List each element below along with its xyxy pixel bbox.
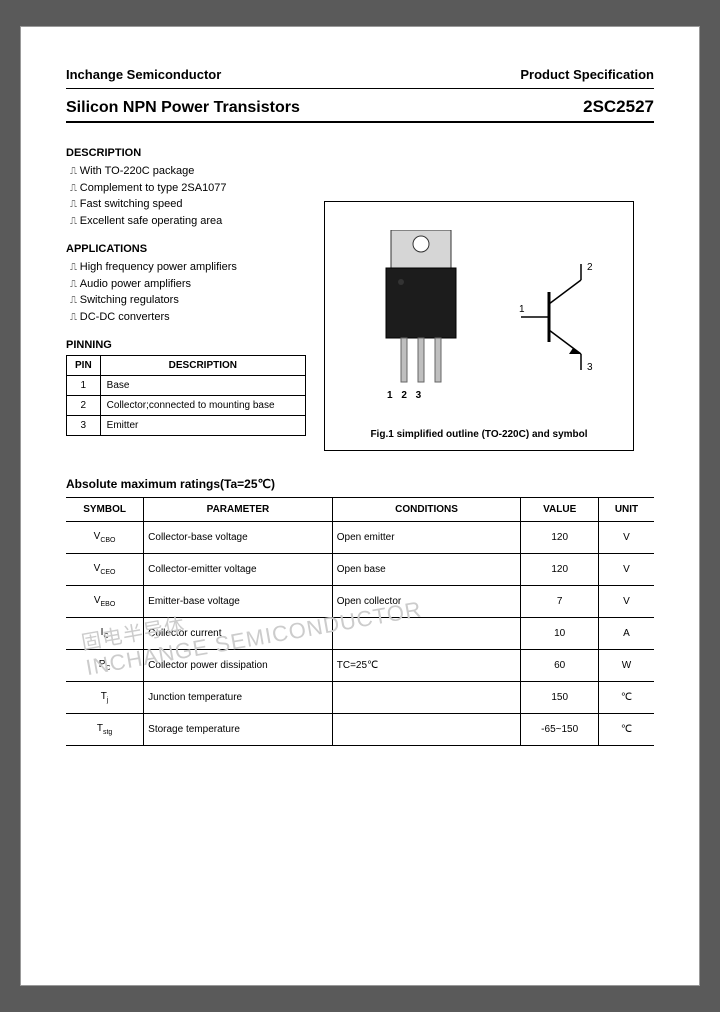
table-row: 2 Collector;connected to mounting base [67, 396, 306, 416]
value-cell: 150 [521, 682, 599, 714]
list-item: Switching regulators [66, 292, 306, 309]
parameter-cell: Collector-emitter voltage [144, 554, 333, 586]
ratings-heading: Absolute maximum ratings(Ta=25℃) [66, 477, 654, 491]
table-row: 3 Emitter [67, 416, 306, 436]
parameter-cell: Storage temperature [144, 714, 333, 746]
company-name: Inchange Semiconductor [66, 67, 221, 82]
conditions-cell: Open collector [332, 586, 521, 618]
pin-desc: Emitter [100, 416, 305, 436]
svg-text:2: 2 [587, 262, 593, 273]
upper-content: DESCRIPTION With TO-220C package Complem… [66, 147, 654, 451]
col-header: PIN [67, 356, 101, 376]
table-row: PIN DESCRIPTION [67, 356, 306, 376]
package-pin-numbers: 1 2 3 [387, 390, 424, 401]
col-header: VALUE [521, 498, 599, 522]
parameter-cell: Collector current [144, 618, 333, 650]
conditions-cell: Open emitter [332, 522, 521, 554]
symbol-cell: Tj [66, 682, 144, 714]
list-item: High frequency power amplifiers [66, 259, 306, 276]
unit-cell: ℃ [599, 682, 655, 714]
table-row: ICCollector current 10A [66, 618, 654, 650]
list-item: Excellent safe operating area [66, 213, 306, 230]
doc-type: Product Specification [520, 67, 654, 82]
parameter-cell: Emitter-base voltage [144, 586, 333, 618]
pin-desc: Base [100, 376, 305, 396]
value-cell: 120 [521, 554, 599, 586]
unit-cell: A [599, 618, 655, 650]
svg-text:3: 3 [587, 362, 593, 372]
list-item: Fast switching speed [66, 196, 306, 213]
conditions-cell [332, 682, 521, 714]
pin-num: 2 [67, 396, 101, 416]
value-cell: 60 [521, 650, 599, 682]
list-item: DC-DC converters [66, 309, 306, 326]
list-item: With TO-220C package [66, 163, 306, 180]
symbol-cell: Tstg [66, 714, 144, 746]
table-row: PCCollector power dissipationTC=25℃60W [66, 650, 654, 682]
col-header: CONDITIONS [332, 498, 521, 522]
unit-cell: ℃ [599, 714, 655, 746]
pin-num: 3 [67, 416, 101, 436]
pin-desc: Collector;connected to mounting base [100, 396, 305, 416]
value-cell: 10 [521, 618, 599, 650]
header-row: Inchange Semiconductor Product Specifica… [66, 67, 654, 82]
pin-num: 1 [67, 376, 101, 396]
conditions-cell [332, 618, 521, 650]
symbol-cell: VCEO [66, 554, 144, 586]
col-header: UNIT [599, 498, 655, 522]
parameter-cell: Collector power dissipation [144, 650, 333, 682]
unit-cell: V [599, 522, 655, 554]
table-row: 1 Base [67, 376, 306, 396]
right-column: 1 2 3 1 2 3 Fig.1 simplified outline (TO… [324, 147, 654, 451]
unit-cell: W [599, 650, 655, 682]
list-item: Complement to type 2SA1077 [66, 180, 306, 197]
applications-heading: APPLICATIONS [66, 243, 306, 255]
description-list: With TO-220C package Complement to type … [66, 163, 306, 229]
symbol-cell: PC [66, 650, 144, 682]
table-row: TjJunction temperature 150℃ [66, 682, 654, 714]
value-cell: -65~150 [521, 714, 599, 746]
symbol-cell: VEBO [66, 586, 144, 618]
ratings-table: SYMBOL PARAMETER CONDITIONS VALUE UNIT V… [66, 497, 654, 746]
table-row: SYMBOL PARAMETER CONDITIONS VALUE UNIT [66, 498, 654, 522]
figure-box: 1 2 3 1 2 3 Fig.1 simplified outline (TO… [324, 201, 634, 451]
parameter-cell: Junction temperature [144, 682, 333, 714]
value-cell: 7 [521, 586, 599, 618]
divider [66, 88, 654, 89]
pinning-heading: PINNING [66, 339, 306, 351]
list-item: Audio power amplifiers [66, 276, 306, 293]
symbol-cell: VCBO [66, 522, 144, 554]
conditions-cell: TC=25℃ [332, 650, 521, 682]
unit-cell: V [599, 586, 655, 618]
title-row: Silicon NPN Power Transistors 2SC2527 [66, 97, 654, 117]
table-row: VEBOEmitter-base voltageOpen collector7V [66, 586, 654, 618]
col-header: SYMBOL [66, 498, 144, 522]
part-number: 2SC2527 [583, 97, 654, 117]
product-line: Silicon NPN Power Transistors [66, 99, 300, 117]
conditions-cell [332, 714, 521, 746]
value-cell: 120 [521, 522, 599, 554]
figure-caption: Fig.1 simplified outline (TO-220C) and s… [325, 429, 633, 440]
svg-text:1: 1 [519, 304, 525, 315]
conditions-cell: Open base [332, 554, 521, 586]
pinning-table: PIN DESCRIPTION 1 Base 2 Collector;conne… [66, 355, 306, 436]
symbol-cell: IC [66, 618, 144, 650]
table-row: TstgStorage temperature -65~150℃ [66, 714, 654, 746]
divider-thick [66, 121, 654, 123]
col-header: PARAMETER [144, 498, 333, 522]
unit-cell: V [599, 554, 655, 586]
parameter-cell: Collector-base voltage [144, 522, 333, 554]
datasheet-page: Inchange Semiconductor Product Specifica… [20, 26, 700, 986]
table-row: VCBOCollector-base voltageOpen emitter12… [66, 522, 654, 554]
table-row: VCEOCollector-emitter voltageOpen base12… [66, 554, 654, 586]
description-heading: DESCRIPTION [66, 147, 306, 159]
col-header: DESCRIPTION [100, 356, 305, 376]
left-column: DESCRIPTION With TO-220C package Complem… [66, 147, 306, 436]
applications-list: High frequency power amplifiers Audio po… [66, 259, 306, 325]
package-outline-icon [381, 230, 461, 390]
transistor-symbol-icon: 1 2 3 [519, 262, 609, 372]
